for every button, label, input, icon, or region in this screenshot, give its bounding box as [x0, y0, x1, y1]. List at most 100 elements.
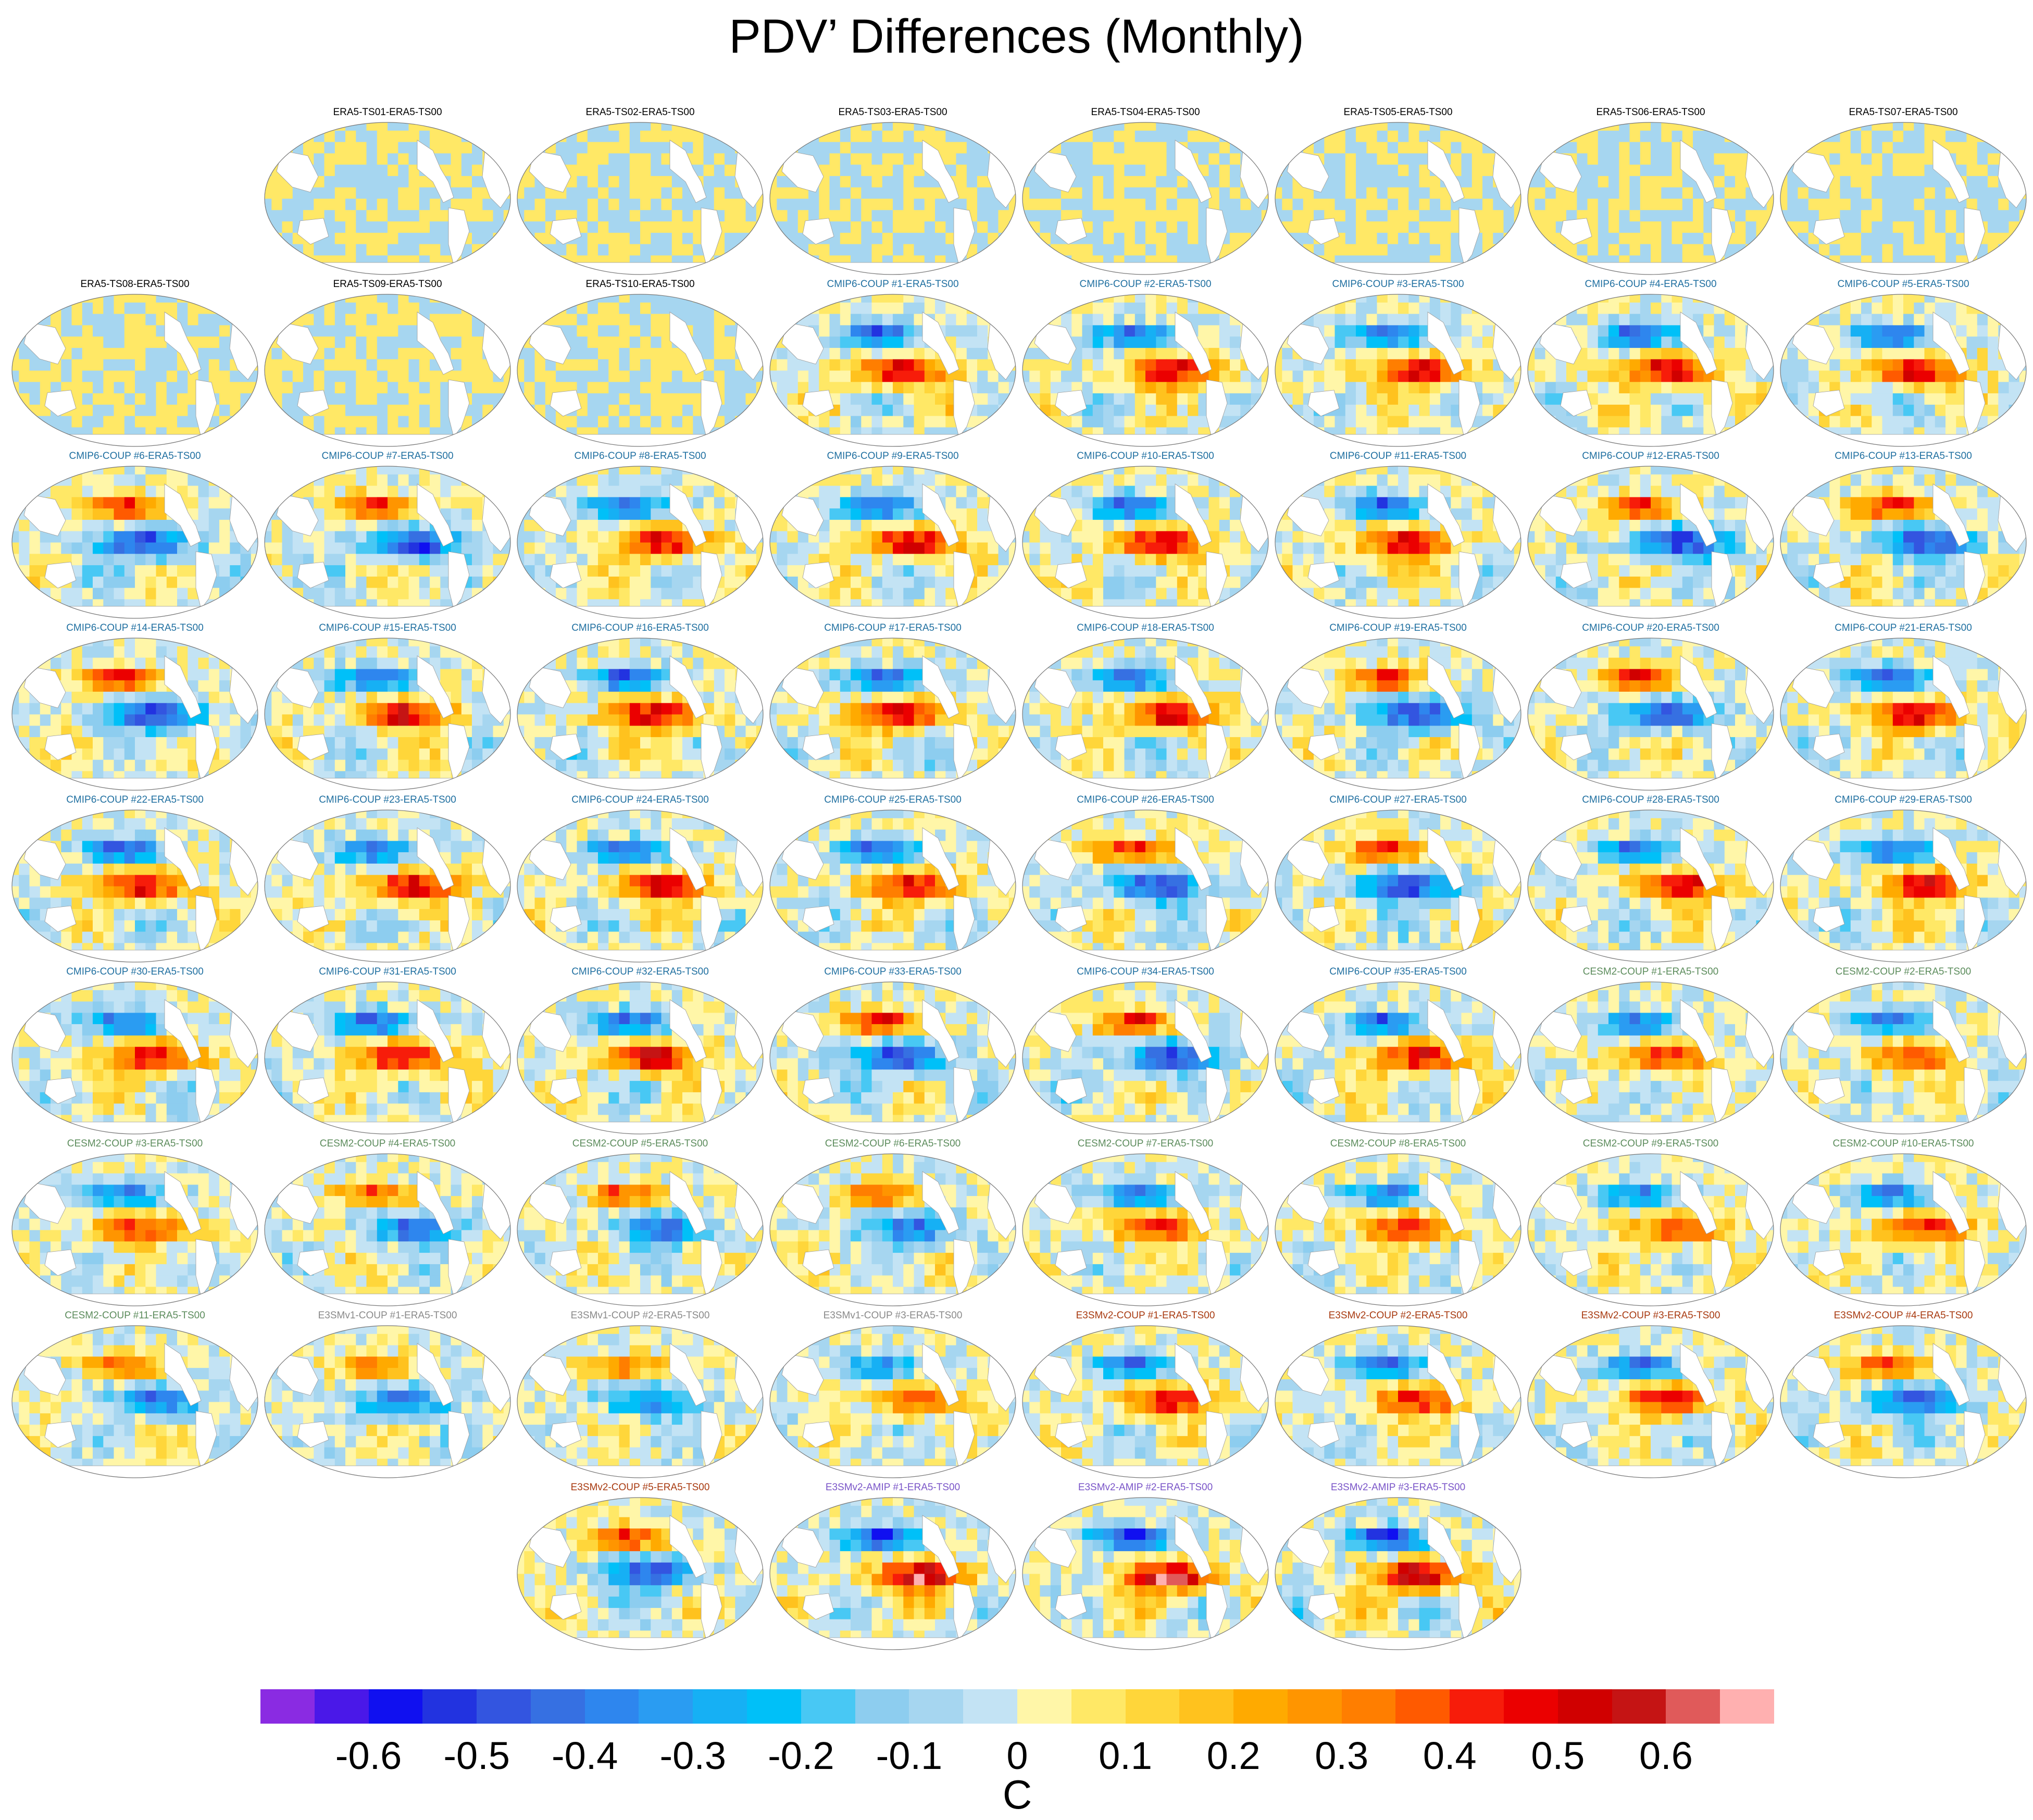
map-globe	[517, 809, 764, 963]
map-panel: CMIP6-COUP #16-ERA5-TS00	[514, 622, 767, 794]
colorbar-cell	[1450, 1689, 1504, 1724]
map-border	[769, 1497, 1016, 1650]
map-panel-title: CMIP6-COUP #11-ERA5-TS00	[1271, 451, 1525, 462]
map-globe	[1780, 466, 2027, 619]
map-panel: CMIP6-COUP #24-ERA5-TS00	[514, 794, 767, 966]
colorbar-cell	[1125, 1689, 1180, 1724]
map-panel-title: CMIP6-COUP #30-ERA5-TS00	[8, 966, 261, 978]
map-panel: CMIP6-COUP #23-ERA5-TS00	[261, 794, 514, 966]
map-border	[1527, 1153, 1774, 1306]
colorbar-tick-label: 0.2	[1207, 1734, 1261, 1778]
map-globe	[264, 981, 511, 1135]
map-panel: CESM2-COUP #6-ERA5-TS00	[766, 1138, 1019, 1310]
map-globe	[1780, 638, 2027, 791]
map-panel-title: CMIP6-COUP #26-ERA5-TS00	[1019, 794, 1272, 806]
map-border	[264, 809, 511, 963]
map-panel-title: CMIP6-COUP #8-ERA5-TS00	[514, 451, 767, 462]
map-panel: ERA5-TS10-ERA5-TS00	[514, 279, 767, 451]
map-border	[1780, 809, 2027, 963]
map-panel: ERA5-TS09-ERA5-TS00	[261, 279, 514, 451]
map-border	[769, 466, 1016, 619]
map-border	[769, 294, 1016, 447]
map-panel-title: E3SMv2-COUP #2-ERA5-TS00	[1271, 1310, 1525, 1322]
map-panel-title: ERA5-TS09-ERA5-TS00	[261, 279, 514, 290]
map-panel-title: CMIP6-COUP #16-ERA5-TS00	[514, 622, 767, 634]
map-border	[1275, 809, 1521, 963]
map-border	[1022, 809, 1269, 963]
map-globe	[1780, 809, 2027, 963]
map-globe	[11, 809, 258, 963]
map-border	[1527, 809, 1774, 963]
map-panel: CMIP6-COUP #4-ERA5-TS00	[1524, 279, 1777, 451]
colorbar-tick-label: 0.4	[1423, 1734, 1477, 1778]
map-panel: CMIP6-COUP #6-ERA5-TS00	[8, 451, 261, 622]
colorbar-tick-label: -0.3	[660, 1734, 727, 1778]
map-globe	[1527, 638, 1774, 791]
map-globe	[1275, 1497, 1521, 1650]
map-panel: ERA5-TS05-ERA5-TS00	[1271, 107, 1525, 279]
map-border	[1275, 1153, 1521, 1306]
map-panel-title: CMIP6-COUP #12-ERA5-TS00	[1524, 451, 1777, 462]
map-border	[1022, 122, 1269, 275]
map-globe	[1022, 981, 1269, 1135]
map-border	[517, 981, 764, 1135]
map-globe	[1780, 981, 2027, 1135]
map-panel: CMIP6-COUP #21-ERA5-TS00	[1777, 622, 2030, 794]
map-panel: CMIP6-COUP #27-ERA5-TS00	[1271, 794, 1525, 966]
colorbar-cell	[1395, 1689, 1450, 1724]
map-panel-title: E3SMv1-COUP #1-ERA5-TS00	[261, 1310, 514, 1322]
map-panel-title: CMIP6-COUP #15-ERA5-TS00	[261, 622, 514, 634]
map-border	[1780, 638, 2027, 791]
map-panel-title: CMIP6-COUP #7-ERA5-TS00	[261, 451, 514, 462]
map-globe	[11, 1325, 258, 1478]
map-globe	[1780, 1153, 2027, 1306]
colorbar-cell	[368, 1689, 423, 1724]
map-globe	[11, 466, 258, 619]
map-panel: CESM2-COUP #2-ERA5-TS00	[1777, 966, 2030, 1138]
map-border	[517, 638, 764, 791]
map-panel: CMIP6-COUP #14-ERA5-TS00	[8, 622, 261, 794]
map-globe	[769, 1497, 1016, 1650]
map-panel-title: ERA5-TS04-ERA5-TS00	[1019, 107, 1272, 118]
map-border	[1780, 294, 2027, 447]
colorbar-tick-label: 0.6	[1639, 1734, 1693, 1778]
map-globe	[264, 809, 511, 963]
map-panel-title: CESM2-COUP #5-ERA5-TS00	[514, 1138, 767, 1150]
map-border	[769, 1153, 1016, 1306]
colorbar-tick-label: -0.1	[876, 1734, 943, 1778]
map-panel-title: ERA5-TS05-ERA5-TS00	[1271, 107, 1525, 118]
map-panel-title: CESM2-COUP #1-ERA5-TS00	[1524, 966, 1777, 978]
map-border	[1780, 1325, 2027, 1478]
map-globe	[517, 294, 764, 447]
map-globe	[1275, 466, 1521, 619]
colorbar-cell	[1341, 1689, 1396, 1724]
map-border	[1527, 122, 1774, 275]
map-globe	[517, 1325, 764, 1478]
map-panel-title: CESM2-COUP #6-ERA5-TS00	[766, 1138, 1019, 1150]
map-panel: CESM2-COUP #5-ERA5-TS00	[514, 1138, 767, 1310]
map-panel: CMIP6-COUP #10-ERA5-TS00	[1019, 451, 1272, 622]
colorbar-cell	[1287, 1689, 1342, 1724]
map-panel-title: CMIP6-COUP #13-ERA5-TS00	[1777, 451, 2030, 462]
map-globe	[769, 809, 1016, 963]
map-panel: ERA5-TS02-ERA5-TS00	[514, 107, 767, 279]
map-globe	[264, 294, 511, 447]
map-border	[1527, 1325, 1774, 1478]
map-panel: ERA5-TS06-ERA5-TS00	[1524, 107, 1777, 279]
map-panel-title: ERA5-TS08-ERA5-TS00	[8, 279, 261, 290]
map-border	[1022, 981, 1269, 1135]
map-border	[1022, 1325, 1269, 1478]
map-panel: CMIP6-COUP #35-ERA5-TS00	[1271, 966, 1525, 1138]
map-panel-title: CESM2-COUP #9-ERA5-TS00	[1524, 1138, 1777, 1150]
map-border	[1780, 466, 2027, 619]
colorbar-cell	[693, 1689, 747, 1724]
map-panel-title: E3SMv2-COUP #1-ERA5-TS00	[1019, 1310, 1272, 1322]
map-panel-title: ERA5-TS10-ERA5-TS00	[514, 279, 767, 290]
map-panel-title: ERA5-TS02-ERA5-TS00	[514, 107, 767, 118]
map-border	[1275, 294, 1521, 447]
map-globe	[1527, 1153, 1774, 1306]
map-panel-title: CMIP6-COUP #4-ERA5-TS00	[1524, 279, 1777, 290]
colorbar-cell	[909, 1689, 964, 1724]
map-border	[11, 638, 258, 791]
map-panel-title: CMIP6-COUP #3-ERA5-TS00	[1271, 279, 1525, 290]
